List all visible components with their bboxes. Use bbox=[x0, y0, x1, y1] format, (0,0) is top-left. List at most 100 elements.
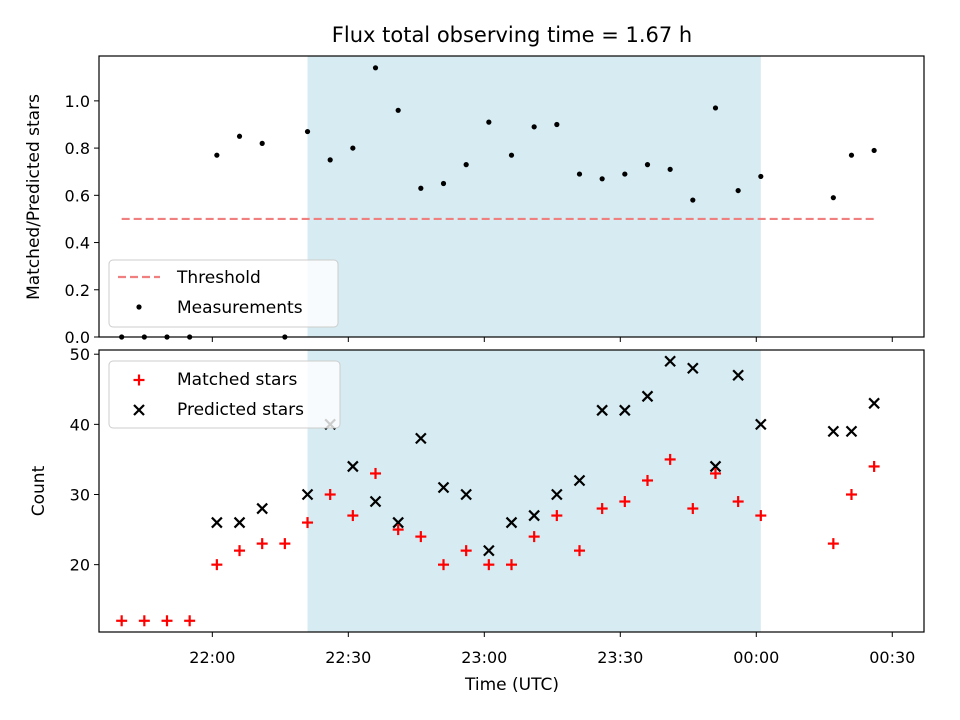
predicted-star-point bbox=[664, 355, 676, 368]
matched-star-point bbox=[551, 510, 563, 522]
matched-star-point bbox=[755, 510, 767, 522]
matched-star-point bbox=[619, 496, 631, 508]
matched-legend-marker bbox=[133, 374, 145, 386]
bottom-legend-box bbox=[108, 360, 341, 429]
marker-stroke bbox=[437, 481, 450, 494]
measurement-point bbox=[758, 173, 764, 180]
measurement-point bbox=[735, 187, 741, 194]
matched-star-point bbox=[641, 474, 653, 486]
measurement-point bbox=[531, 124, 537, 130]
marker-stroke bbox=[868, 397, 880, 410]
matched-star-point bbox=[279, 538, 291, 550]
matched-star-point bbox=[460, 545, 472, 557]
matched-star-point bbox=[392, 524, 404, 536]
x-tick-label: 00:00 bbox=[733, 648, 779, 667]
measurement-point bbox=[871, 147, 877, 154]
matched-star-point bbox=[234, 545, 246, 557]
marker-stroke bbox=[233, 516, 246, 529]
bottom-y-ticks: 20 30 40 50 bbox=[70, 345, 99, 575]
marker-stroke bbox=[551, 488, 563, 501]
matched-star-point bbox=[687, 503, 699, 515]
measurement-point bbox=[372, 65, 379, 71]
measurement-point bbox=[599, 176, 605, 182]
matched-star-point bbox=[845, 489, 857, 501]
predicted-star-point bbox=[437, 481, 450, 494]
marker-stroke bbox=[687, 362, 699, 375]
x-axis-label: Time (UTC) bbox=[464, 675, 559, 695]
predicted-star-point bbox=[483, 544, 495, 557]
measurement-point bbox=[214, 152, 220, 158]
y-tick-label: 20 bbox=[70, 556, 90, 575]
marker-stroke bbox=[755, 418, 767, 431]
measurement-point bbox=[304, 128, 311, 135]
measurement-point bbox=[418, 185, 424, 191]
top-legend: Threshold Measurements bbox=[108, 259, 339, 328]
matched-star-point bbox=[827, 538, 839, 550]
marker-stroke bbox=[347, 460, 359, 473]
predicted-legend-label: Predicted stars bbox=[177, 400, 304, 420]
y-tick-label: 0.2 bbox=[65, 281, 90, 300]
y-tick-label: 0.6 bbox=[65, 186, 90, 205]
x-tick-label: 23:30 bbox=[597, 648, 643, 667]
matched-star-point bbox=[664, 453, 676, 465]
matched-star-point bbox=[116, 615, 128, 627]
marker-stroke bbox=[415, 432, 427, 445]
predicted-star-point bbox=[392, 516, 404, 529]
matched-star-point bbox=[324, 489, 336, 501]
top-axes-frame bbox=[98, 55, 925, 338]
measurement-point bbox=[259, 140, 265, 146]
matched-star-point bbox=[732, 496, 744, 508]
predicted-star-point bbox=[211, 516, 223, 529]
predicted-star-point bbox=[827, 425, 840, 438]
top-y-axis-label: Matched/Predicted stars bbox=[24, 94, 44, 300]
threshold-legend-label: Threshold bbox=[176, 268, 261, 288]
top-y-ticks: 0.0 0.2 0.4 0.6 0.8 1.0 bbox=[65, 92, 99, 347]
matched-star-point bbox=[302, 517, 314, 529]
y-tick-label: 0.8 bbox=[65, 139, 90, 158]
marker-stroke bbox=[133, 404, 145, 416]
matched-star-point bbox=[596, 503, 608, 515]
predicted-star-point bbox=[528, 509, 540, 522]
marker-stroke bbox=[528, 509, 540, 522]
measurement-point bbox=[440, 180, 447, 187]
bottom-x-ticks: 22:00 22:30 23:00 23:30 00:00 00:30 bbox=[189, 632, 915, 667]
predicted-star-point bbox=[233, 516, 246, 529]
measurement-point bbox=[463, 162, 469, 168]
matched-star-point bbox=[370, 467, 382, 479]
predicted-star-point bbox=[301, 488, 314, 501]
y-tick-label: 1.0 bbox=[65, 92, 90, 111]
predicted-star-point bbox=[347, 460, 359, 473]
x-tick-label: 23:00 bbox=[461, 648, 507, 667]
predicted-star-point bbox=[641, 390, 654, 403]
y-tick-label: 30 bbox=[70, 486, 90, 505]
measurement-point bbox=[667, 166, 673, 172]
marker-stroke bbox=[392, 516, 404, 529]
measurement-point bbox=[712, 105, 719, 111]
predicted-star-point bbox=[868, 397, 880, 410]
matched-star-point bbox=[528, 531, 540, 543]
measurement-point bbox=[327, 157, 333, 163]
x-tick-label: 22:00 bbox=[189, 648, 235, 667]
x-tick-label: 00:30 bbox=[869, 648, 915, 667]
measurement-point bbox=[576, 171, 583, 177]
measurements-legend-label: Measurements bbox=[177, 298, 303, 318]
marker-stroke bbox=[211, 516, 223, 529]
measurement-point bbox=[508, 152, 515, 158]
measurement-point bbox=[236, 133, 243, 139]
measurement-point bbox=[830, 195, 836, 201]
measurement-point bbox=[486, 119, 492, 125]
matched-star-point bbox=[506, 559, 517, 571]
matched-star-point bbox=[184, 615, 196, 627]
matched-star-point bbox=[211, 559, 223, 571]
predicted-star-point bbox=[415, 432, 427, 445]
matched-star-point bbox=[256, 538, 268, 550]
predicted-star-point bbox=[845, 425, 858, 438]
marker-stroke bbox=[641, 390, 654, 403]
predicted-legend-swatch bbox=[133, 404, 145, 416]
matched-star-point bbox=[573, 545, 585, 557]
predicted-star-point bbox=[732, 369, 744, 382]
matched-star-point bbox=[415, 531, 427, 543]
measurement-point bbox=[350, 145, 356, 151]
matched-star-point bbox=[709, 467, 721, 479]
